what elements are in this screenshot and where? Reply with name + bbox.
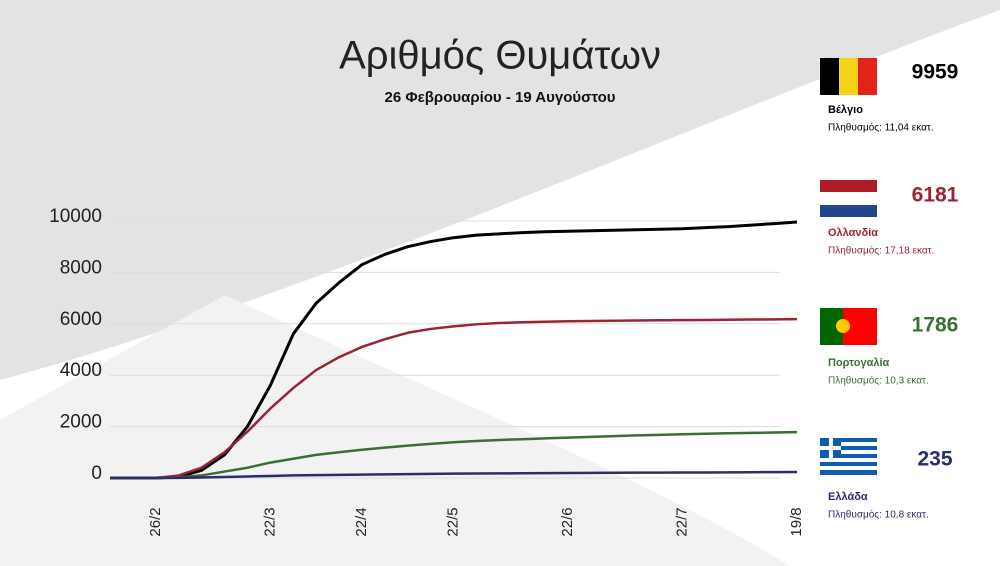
y-tick-label: 6000 <box>60 309 102 330</box>
y-tick-label: 4000 <box>60 360 102 381</box>
flag-greece <box>820 438 877 475</box>
flag-portugal <box>820 308 877 345</box>
chart-title: Αριθμός Θυμάτων <box>339 34 661 78</box>
line-series <box>110 430 798 480</box>
chart-subtitle: 26 Φεβρουαρίου - 19 Αυγούστου <box>384 89 615 106</box>
legend-label: Βέλγιο <box>828 104 863 116</box>
x-tick-label: 22/6 <box>559 507 576 536</box>
value-label: 6181 <box>912 184 959 207</box>
y-tick-label: 10000 <box>49 206 102 227</box>
line-series <box>110 220 798 480</box>
legend-label: Ολλανδία <box>828 227 878 239</box>
x-tick-label: 22/7 <box>673 507 690 536</box>
value-label: 1786 <box>912 314 959 337</box>
background-shade <box>0 295 790 566</box>
flag-belgium <box>820 58 877 95</box>
y-tick-label: 8000 <box>60 257 102 278</box>
legend-label: Ελλάδα <box>828 491 868 503</box>
x-tick-label: 22/4 <box>353 507 370 536</box>
x-tick-label: 22/3 <box>261 507 278 536</box>
line-series <box>110 317 798 480</box>
x-tick-label: 26/2 <box>147 507 164 536</box>
value-label: 9959 <box>912 61 959 84</box>
value-label: 235 <box>917 448 952 471</box>
x-tick-label: 22/5 <box>444 507 461 536</box>
line-series <box>110 470 798 480</box>
population-label: Πληθυσμός: 17,18 εκατ. <box>828 245 934 257</box>
x-tick-label: 19/8 <box>788 507 805 536</box>
legend-label: Πορτογαλία <box>828 357 890 369</box>
population-label: Πληθυσμός: 11,04 εκατ. <box>828 122 934 134</box>
population-label: Πληθυσμός: 10,8 εκατ. <box>828 509 929 521</box>
population-label: Πληθυσμός: 10,3 εκατ. <box>828 375 929 387</box>
y-tick-label: 2000 <box>60 412 102 433</box>
y-tick-label: 0 <box>91 463 102 484</box>
flag-netherlands <box>820 180 877 217</box>
